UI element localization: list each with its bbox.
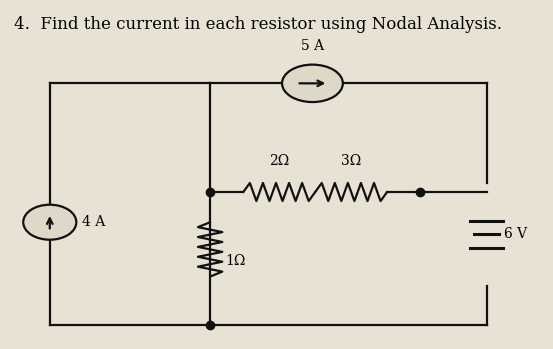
Text: 5 A: 5 A — [301, 38, 324, 53]
Text: 4.  Find the current in each resistor using Nodal Analysis.: 4. Find the current in each resistor usi… — [14, 16, 502, 33]
Text: 2Ω: 2Ω — [269, 154, 289, 168]
Text: 6 V: 6 V — [504, 227, 528, 241]
Ellipse shape — [23, 205, 76, 240]
Text: 4 A: 4 A — [82, 215, 105, 229]
Text: 3Ω: 3Ω — [341, 154, 361, 168]
Ellipse shape — [282, 65, 343, 102]
Text: 1Ω: 1Ω — [226, 254, 246, 268]
